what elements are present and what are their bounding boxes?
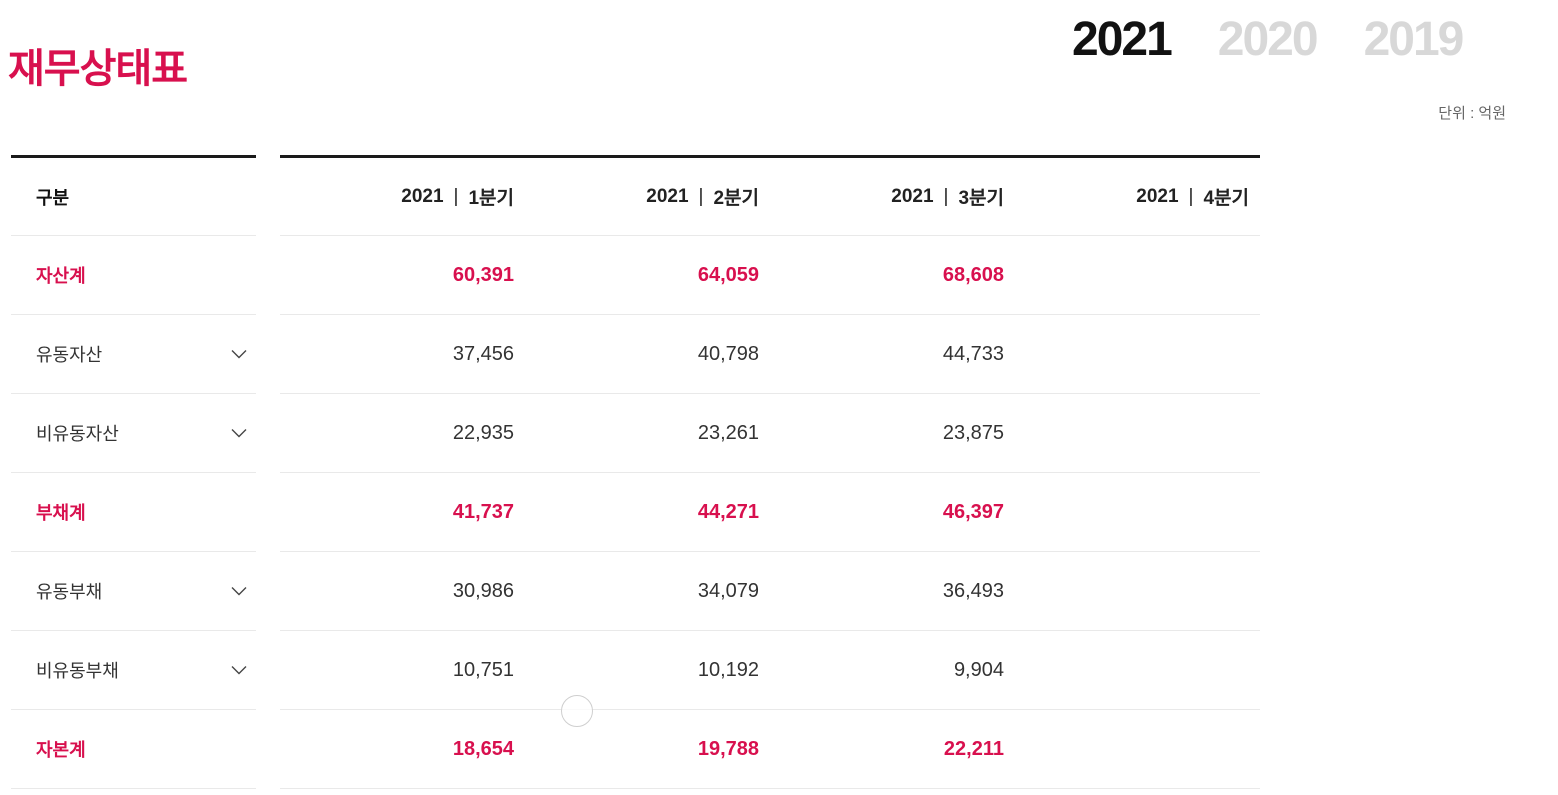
- row-label: 비유동부채: [36, 661, 119, 681]
- cell-value: 46,397: [942, 500, 1004, 523]
- column-separator: |: [1188, 185, 1194, 207]
- row-label: 비유동자산: [36, 424, 119, 444]
- chevron-down-icon: [231, 584, 247, 599]
- category-header: 구분: [36, 187, 70, 208]
- column-year: 2021: [401, 185, 444, 207]
- cell-value: 64,059: [697, 263, 759, 286]
- cell-value: 22,211: [943, 737, 1004, 760]
- cell-value: 23,875: [942, 421, 1004, 444]
- column-header-q1: 2021 | 1분기: [280, 183, 525, 210]
- table-row-values: 22,935 23,261 23,875: [280, 394, 1260, 473]
- table-row-current-assets[interactable]: 유동자산: [11, 315, 256, 394]
- cell-value: 37,456: [452, 342, 514, 365]
- table-row-equity-total: 자본계: [11, 710, 256, 789]
- year-tabs: 2021 2020 2019: [1072, 13, 1465, 66]
- row-label: 자산계: [36, 266, 86, 286]
- row-label: 부채계: [36, 503, 86, 523]
- quarter-header-row: 2021 | 1분기 2021 | 2분기 2021 | 3분기 2021 | …: [280, 158, 1260, 236]
- column-year: 2021: [891, 185, 934, 207]
- column-year: 2021: [1136, 185, 1179, 207]
- cell-value: 44,733: [942, 342, 1004, 365]
- cell-value: 68,608: [942, 263, 1004, 286]
- year-tab-2019[interactable]: 2019: [1363, 13, 1465, 66]
- cell-value: 60,391: [452, 263, 514, 286]
- table-row-noncurrent-liabilities[interactable]: 비유동부채: [11, 631, 256, 710]
- cell-value: 9,904: [953, 658, 1004, 681]
- cell-value: 10,751: [452, 658, 514, 681]
- column-separator: |: [698, 185, 704, 207]
- chevron-down-icon: [231, 347, 247, 362]
- cell-value: 18,654: [452, 737, 514, 760]
- scroll-handle[interactable]: [561, 695, 593, 727]
- financial-table: 구분 자산계 유동자산 비유동자산 부채계 유동부채: [11, 155, 1260, 789]
- chevron-down-icon: [231, 426, 247, 441]
- cell-value: 23,261: [697, 421, 759, 444]
- unit-label: 단위 : 억원: [1438, 105, 1506, 122]
- table-row-noncurrent-assets[interactable]: 비유동자산: [11, 394, 256, 473]
- cell-value: 19,788: [697, 737, 759, 760]
- table-row-values: 37,456 40,798 44,733: [280, 315, 1260, 394]
- expand-row-button[interactable]: [231, 426, 247, 441]
- year-tab-2020[interactable]: 2020: [1217, 13, 1319, 66]
- column-quarter: 1분기: [468, 188, 514, 209]
- year-tab-2021[interactable]: 2021: [1072, 13, 1173, 66]
- expand-row-button[interactable]: [231, 584, 247, 599]
- cell-value: 44,271: [697, 500, 759, 523]
- table-row-values: 10,751 10,192 9,904: [280, 631, 1260, 710]
- row-label: 자본계: [36, 740, 86, 760]
- category-column: 구분 자산계 유동자산 비유동자산 부채계 유동부채: [11, 155, 256, 789]
- column-separator: |: [943, 185, 949, 207]
- category-header-row: 구분: [11, 158, 256, 236]
- cell-value: 22,935: [452, 421, 514, 444]
- column-header-q4: 2021 | 4분기: [1015, 183, 1260, 210]
- chevron-down-icon: [231, 663, 247, 678]
- table-row-values: 30,986 34,079 36,493: [280, 552, 1260, 631]
- table-row-liabilities-total: 부채계: [11, 473, 256, 552]
- table-row-values: 41,737 44,271 46,397: [280, 473, 1260, 552]
- cell-value: 41,737: [452, 500, 514, 523]
- column-quarter: 3분기: [958, 188, 1004, 209]
- cell-value: 36,493: [942, 579, 1004, 602]
- table-row-assets-total: 자산계: [11, 236, 256, 315]
- row-label: 유동자산: [36, 345, 103, 365]
- table-row-values: 18,654 19,788 22,211: [280, 710, 1260, 789]
- table-row-values: 60,391 64,059 68,608: [280, 236, 1260, 315]
- column-year: 2021: [646, 185, 689, 207]
- column-header-q3: 2021 | 3분기: [770, 183, 1015, 210]
- cell-value: 40,798: [697, 342, 759, 365]
- expand-row-button[interactable]: [231, 347, 247, 362]
- page-title: 재무상태표: [8, 46, 188, 91]
- cell-value: 30,986: [452, 579, 514, 602]
- column-separator: |: [453, 185, 459, 207]
- table-row-current-liabilities[interactable]: 유동부채: [11, 552, 256, 631]
- row-label: 유동부채: [36, 582, 103, 602]
- cell-value: 34,079: [697, 579, 759, 602]
- column-quarter: 4분기: [1203, 188, 1249, 209]
- column-header-q2: 2021 | 2분기: [525, 183, 770, 210]
- expand-row-button[interactable]: [231, 663, 247, 678]
- data-column: 2021 | 1분기 2021 | 2분기 2021 | 3분기 2021 | …: [280, 155, 1260, 789]
- cell-value: 10,192: [697, 658, 759, 681]
- column-quarter: 2분기: [713, 188, 759, 209]
